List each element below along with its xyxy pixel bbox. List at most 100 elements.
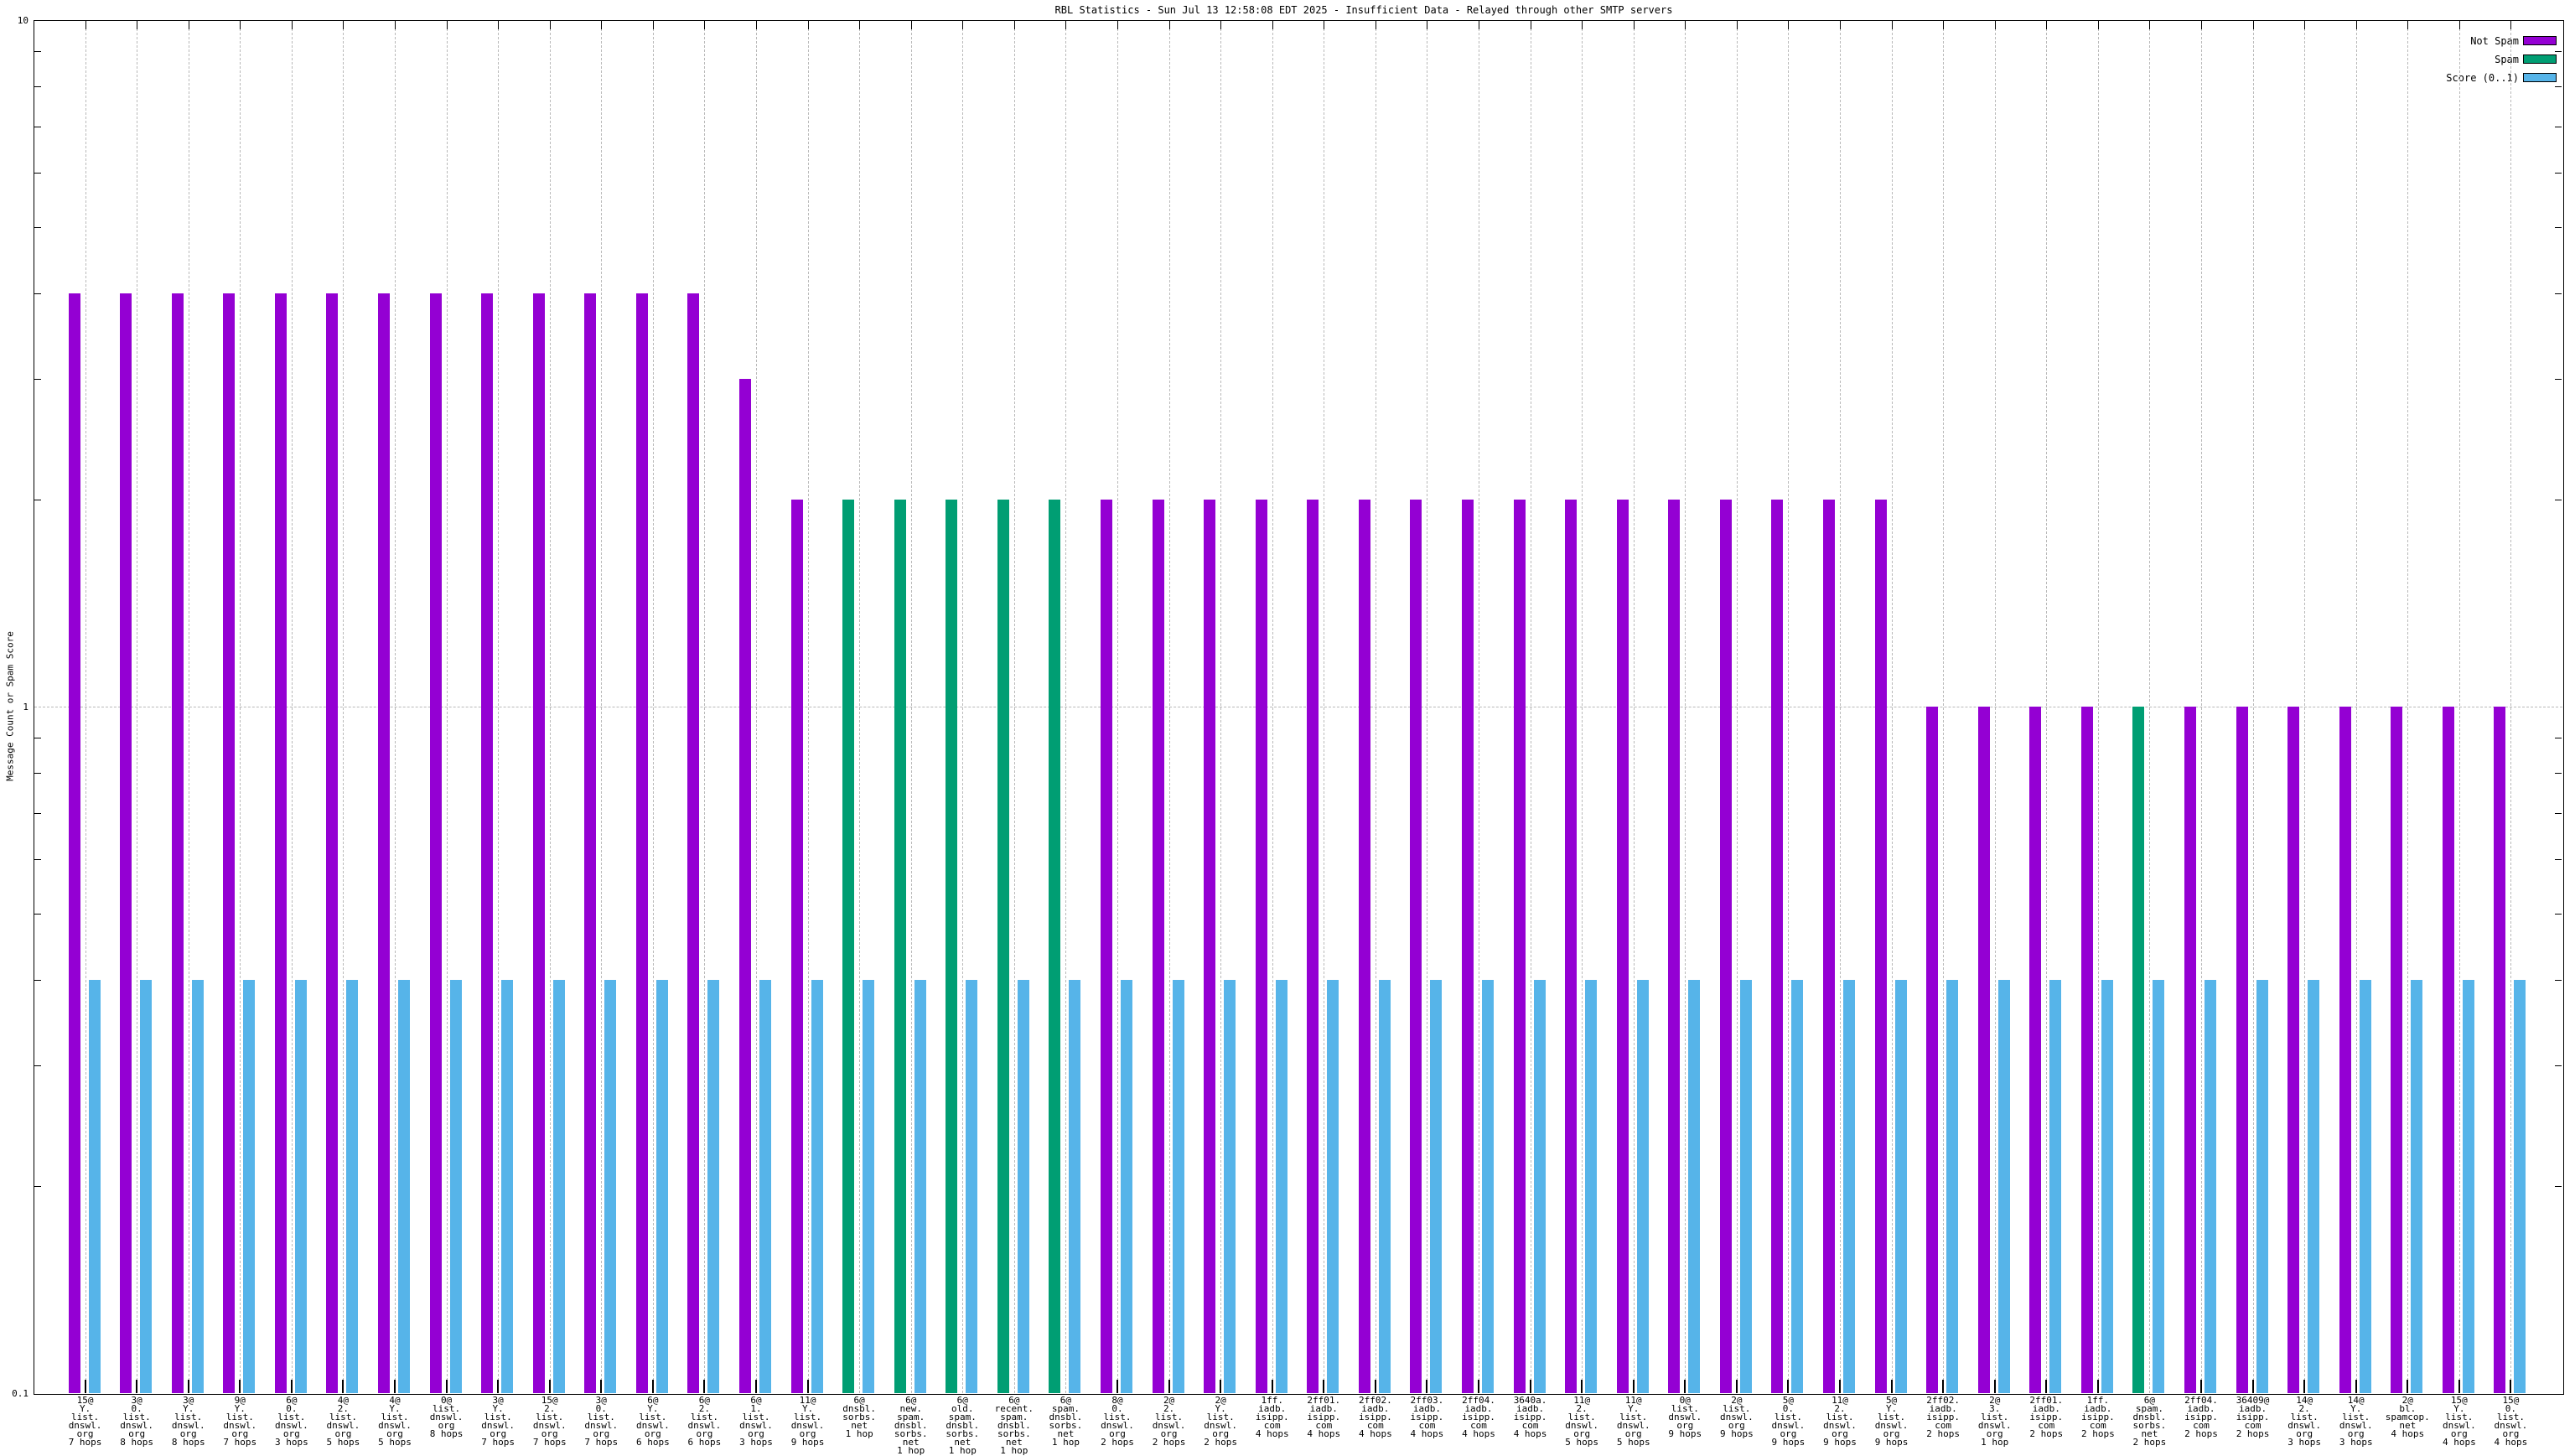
v-gridline — [1220, 20, 1222, 1393]
x-top-tic — [2252, 21, 2254, 29]
y-minor-tic — [34, 1186, 41, 1188]
bar-notspam — [1513, 500, 1526, 1393]
bar-notspam — [274, 293, 287, 1393]
bar-score — [1017, 979, 1029, 1393]
bar-notspam — [1977, 707, 1990, 1393]
bar-score — [2462, 979, 2474, 1393]
x-tick-label: 11@ Y. list. dnswl. org 5 hops — [1616, 1395, 1650, 1448]
group-center-tic — [2303, 1380, 2306, 1393]
bar-notspam — [429, 293, 442, 1393]
legend-label-not-spam: Not Spam — [2470, 35, 2519, 47]
x-tick-label: 2@ Y. list. dnswl. org 2 hops — [1204, 1395, 1238, 1448]
y-minor-tic — [34, 86, 41, 88]
y-minor-tic — [34, 913, 41, 915]
bar-score — [811, 979, 823, 1393]
bar-notspam — [2236, 707, 2248, 1393]
group-center-tic — [2355, 1380, 2357, 1393]
v-gridline — [2355, 20, 2357, 1393]
y-minor-tic — [2555, 293, 2562, 294]
x-top-tic — [807, 21, 809, 29]
bar-score — [1327, 979, 1339, 1393]
x-top-tic — [1582, 21, 1583, 29]
bar-notspam — [171, 293, 184, 1393]
x-tick-label: 15@ Y. list. dnswl. org 7 hops — [68, 1395, 102, 1448]
v-gridline — [1633, 20, 1635, 1393]
x-tick-label: 6@ spam. dnsbl. sorbs. net 2 hops — [2132, 1395, 2167, 1448]
group-center-tic — [1839, 1380, 1841, 1393]
bar-score — [1843, 979, 1855, 1393]
bar-score — [655, 979, 668, 1393]
y-minor-tic — [2555, 51, 2562, 53]
group-center-tic — [1735, 1380, 1738, 1393]
bar-score — [449, 979, 462, 1393]
v-gridline — [2149, 20, 2151, 1393]
bar-notspam — [1668, 500, 1681, 1393]
x-top-tic — [291, 21, 293, 29]
y-minor-tic — [2555, 858, 2562, 860]
group-center-tic — [497, 1380, 500, 1393]
x-tick-label: 15@ 0. list. dnswl. org 4 hops — [2494, 1395, 2528, 1448]
x-top-tic — [2304, 21, 2306, 29]
x-top-tic — [2407, 21, 2409, 29]
bar-notspam — [1358, 500, 1370, 1393]
bar-score — [1533, 979, 1546, 1393]
x-tick-label: 36409@ iadb. isipp. com 2 hops — [2236, 1395, 2270, 1439]
v-gridline — [1065, 20, 1067, 1393]
group-center-tic — [1993, 1380, 1996, 1393]
group-center-tic — [2096, 1380, 2099, 1393]
bar-score — [1688, 979, 1701, 1393]
y-minor-tic — [34, 172, 41, 174]
x-top-tic — [601, 21, 603, 29]
x-top-tic — [2097, 21, 2099, 29]
y-minor-tic — [2555, 379, 2562, 381]
bar-score — [140, 979, 153, 1393]
v-gridline — [1168, 20, 1170, 1393]
x-tick-label: 2ff01. iadb. isipp. com 2 hops — [2029, 1395, 2064, 1439]
x-top-tic — [1633, 21, 1635, 29]
bar-score — [1894, 979, 1907, 1393]
x-tick-label: 2ff01. iadb. isipp. com 4 hops — [1307, 1395, 1341, 1439]
y-minor-tic — [34, 226, 41, 228]
x-tick-label: 2@ bl. spamcop. net 4 hops — [2385, 1395, 2430, 1439]
x-top-tic — [1013, 21, 1015, 29]
x-tick-label: 2ff04. iadb. isipp. com 2 hops — [2184, 1395, 2218, 1439]
group-center-tic — [1890, 1380, 1893, 1393]
group-center-tic — [1426, 1380, 1428, 1393]
x-tick-label: 8@ 0. list. dnswl. org 2 hops — [1101, 1395, 1134, 1448]
x-tick-label: 4@ Y. list. dnswl. org 5 hops — [378, 1395, 412, 1448]
group-center-tic — [136, 1380, 138, 1393]
x-top-tic — [704, 21, 706, 29]
group-center-tic — [2510, 1380, 2512, 1393]
bar-notspam — [1823, 500, 1835, 1393]
v-gridline — [395, 20, 396, 1393]
group-center-tic — [2458, 1380, 2460, 1393]
v-gridline — [2252, 20, 2254, 1393]
bar-score — [2049, 979, 2062, 1393]
v-gridline — [2304, 20, 2306, 1393]
y-minor-tic — [2555, 812, 2562, 814]
v-gridline — [756, 20, 757, 1393]
group-center-tic — [1478, 1380, 1479, 1393]
x-top-tic — [2458, 21, 2460, 29]
x-tick-label: 6@ 0. list. dnswl. org 3 hops — [274, 1395, 308, 1448]
x-top-tic — [343, 21, 345, 29]
bar-score — [2256, 979, 2268, 1393]
x-top-tic — [498, 21, 500, 29]
bar-score — [2514, 979, 2526, 1393]
bar-score — [191, 979, 204, 1393]
v-gridline — [1891, 20, 1893, 1393]
x-tick-label: 2ff02. iadb. isipp. com 2 hops — [1926, 1395, 1961, 1439]
bar-notspam — [481, 293, 494, 1393]
x-top-tic — [652, 21, 654, 29]
bar-score — [398, 979, 410, 1393]
bar-score — [88, 979, 101, 1393]
bar-score — [552, 979, 565, 1393]
bar-notspam — [1204, 500, 1216, 1393]
x-tick-label: 2ff03. iadb. isipp. com 4 hops — [1410, 1395, 1444, 1439]
bar-score — [2205, 979, 2216, 1393]
y-tick-label-1: 1 — [23, 702, 28, 712]
group-center-tic — [1787, 1380, 1790, 1393]
bar-notspam — [1307, 500, 1319, 1393]
bar-score — [1172, 979, 1184, 1393]
